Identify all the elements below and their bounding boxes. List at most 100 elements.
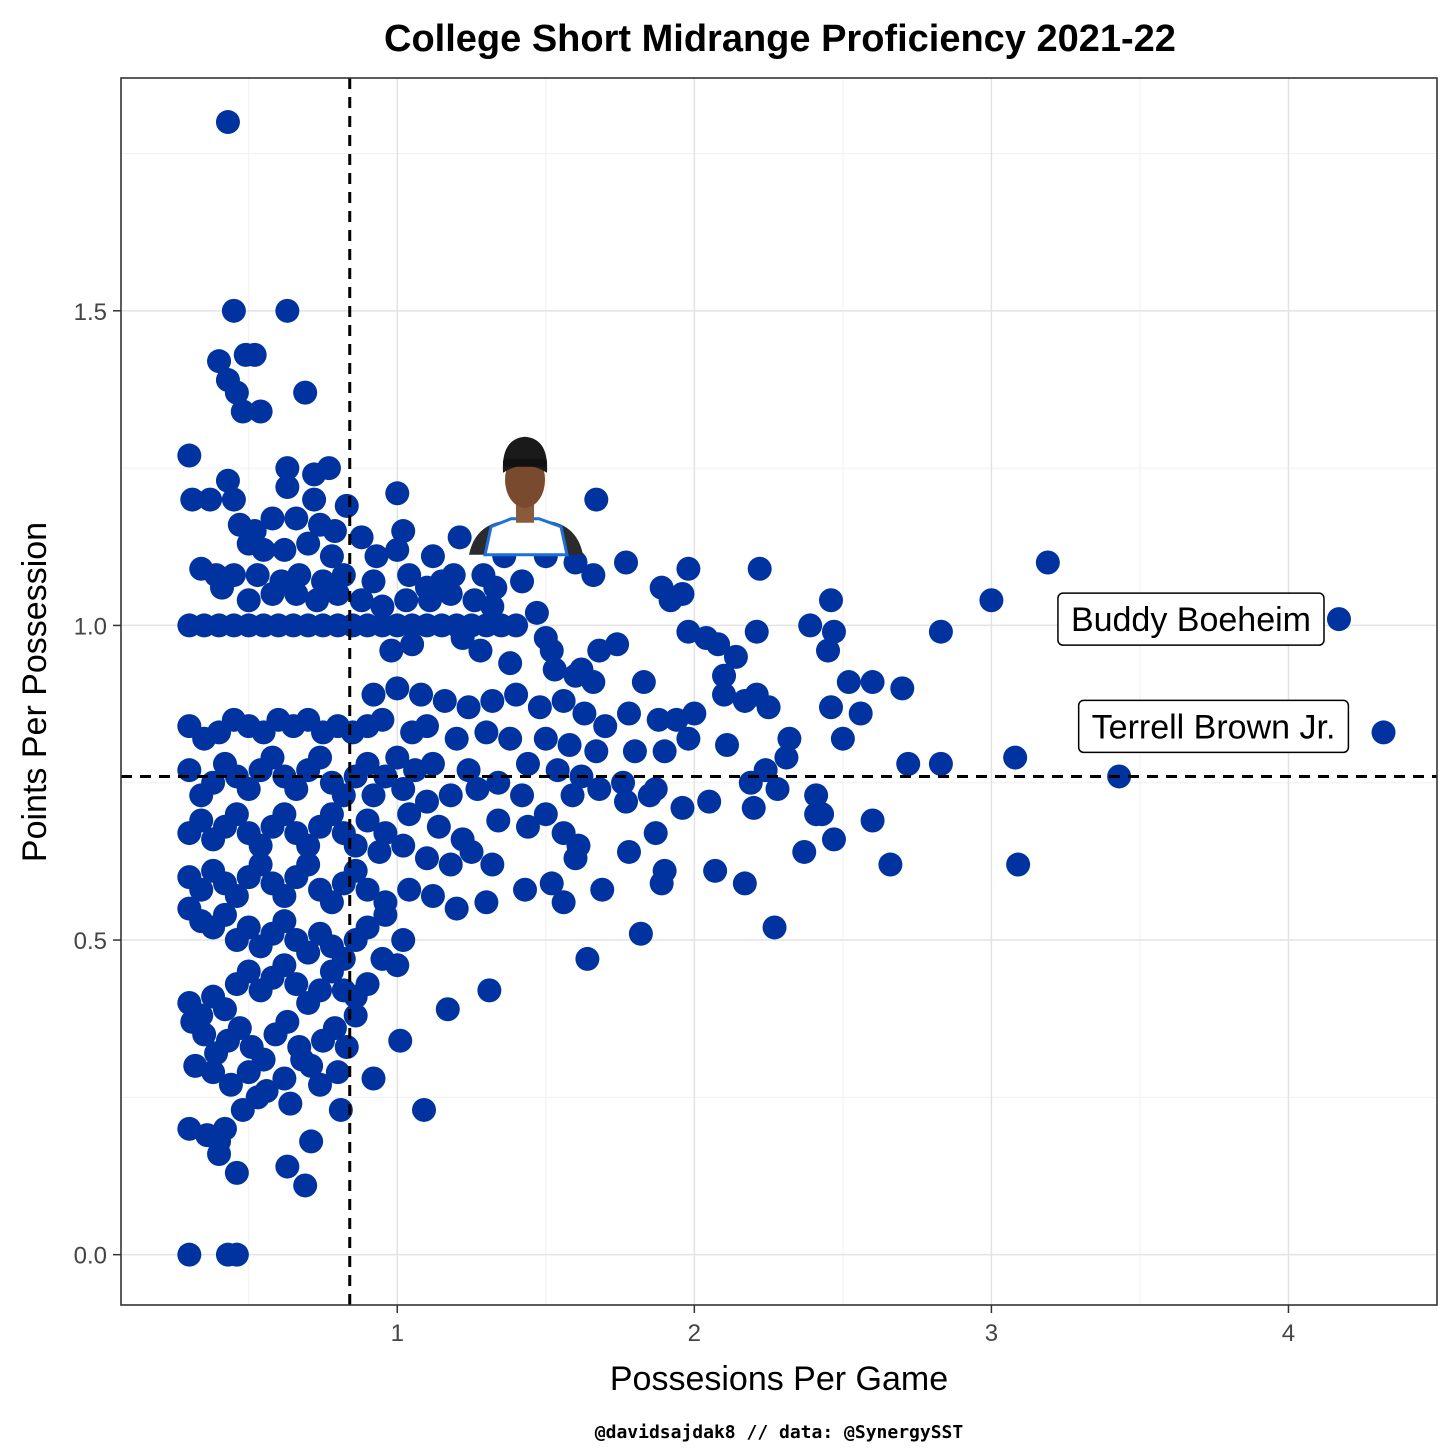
scatter-point	[296, 531, 321, 556]
scatter-point	[513, 877, 538, 902]
scatter-point	[391, 928, 416, 953]
scatter-point	[275, 456, 300, 481]
scatter-point	[587, 777, 612, 802]
scatter-point	[236, 959, 261, 984]
scatter-point	[928, 619, 953, 644]
scatter-point	[658, 588, 683, 613]
scatter-point	[370, 946, 395, 971]
scatter-point	[189, 808, 214, 833]
scatter-point	[483, 575, 508, 600]
scatter-point	[177, 443, 202, 468]
scatter-point	[385, 537, 410, 562]
chart-caption: @davidsajdak8 // data: @SynergySST	[595, 1422, 964, 1443]
scatter-point	[319, 959, 344, 984]
scatter-point	[296, 852, 321, 877]
scatter-point	[670, 795, 695, 820]
scatter-point	[928, 751, 953, 776]
scatter-point	[821, 827, 846, 852]
player-labels: Buddy Boeheim Terrell Brown Jr.	[1057, 592, 1350, 754]
scatter-point	[248, 852, 273, 877]
scatter-point	[697, 789, 722, 814]
scatter-point	[792, 839, 817, 864]
scatter-point	[212, 1116, 237, 1141]
scatter-point	[361, 682, 386, 707]
scatter-point	[480, 852, 505, 877]
scatter-point	[747, 556, 772, 581]
scatter-point	[260, 581, 285, 606]
scatter-point	[1035, 550, 1060, 575]
scatter-point	[385, 745, 410, 770]
scatter-point	[504, 613, 529, 638]
scatter-point	[212, 997, 237, 1022]
scatter-point	[435, 997, 460, 1022]
scatter-point	[498, 726, 523, 751]
player-label-box	[1057, 592, 1325, 646]
scatter-point	[417, 588, 442, 613]
scatter-point	[465, 777, 490, 802]
scatter-point	[533, 726, 558, 751]
scatter-point	[723, 644, 748, 669]
scatter-point	[355, 877, 380, 902]
scatter-point	[712, 682, 737, 707]
scatter-point	[480, 688, 505, 713]
scatter-point	[272, 953, 297, 978]
scatter-point	[762, 915, 787, 940]
x-tick-label: 3	[985, 1320, 998, 1347]
scatter-point	[224, 802, 249, 827]
scatter-point	[652, 858, 677, 883]
scatter-point	[299, 1129, 324, 1154]
scatter-point	[628, 921, 653, 946]
scatter-point	[474, 890, 499, 915]
scatter-point	[385, 676, 410, 701]
scatter-point	[412, 1097, 437, 1122]
player-label: Buddy Boeheim	[1057, 592, 1325, 646]
scatter-point	[334, 1035, 359, 1060]
scatter-point	[563, 846, 588, 871]
scatter-point	[215, 468, 240, 493]
y-tick-label: 0.0	[74, 1243, 107, 1270]
scatter-point	[370, 707, 395, 732]
y-tick-label: 1.5	[74, 299, 107, 326]
scatter-point	[388, 1028, 413, 1053]
scatter-point	[444, 896, 469, 921]
scatter-point	[486, 808, 511, 833]
scatter-point	[890, 676, 915, 701]
scatter-point	[477, 978, 502, 1003]
scatter-point	[611, 770, 636, 795]
scatter-point	[308, 745, 333, 770]
scatter-point	[527, 695, 552, 720]
scatter-point	[1006, 852, 1031, 877]
scatter-point	[836, 670, 861, 695]
scatter-point	[272, 1066, 297, 1091]
scatter-point	[391, 833, 416, 858]
headshot-jersey	[483, 517, 569, 557]
scatter-point	[221, 487, 246, 512]
scatter-point	[676, 726, 701, 751]
scatter-point	[385, 481, 410, 506]
scatter-point	[272, 537, 297, 562]
scatter-point	[319, 544, 344, 569]
highlighted-point	[1326, 607, 1351, 632]
scatter-point	[322, 519, 347, 544]
scatter-point	[198, 487, 223, 512]
scatter-point	[302, 487, 327, 512]
scatter-point	[245, 563, 270, 588]
scatter-point	[551, 821, 576, 846]
scatter-point	[703, 858, 728, 883]
scatter-point	[533, 802, 558, 827]
scatter-point	[227, 1016, 252, 1041]
scatter-point	[391, 777, 416, 802]
scatter-point	[275, 475, 300, 499]
scatter-point	[860, 670, 885, 695]
scatter-point	[804, 802, 829, 827]
scatter-point	[236, 777, 261, 802]
scatter-point	[456, 758, 481, 783]
scatter-point	[215, 110, 240, 135]
chart-title: College Short Midrange Proficiency 2021-…	[384, 18, 1176, 60]
scatter-point	[438, 852, 463, 877]
scatter-point	[557, 732, 582, 757]
scatter-point	[224, 1160, 249, 1185]
scatter-point	[551, 890, 576, 915]
y-axis-title: Points Per Possession	[16, 522, 54, 862]
scatter-point	[450, 626, 475, 651]
